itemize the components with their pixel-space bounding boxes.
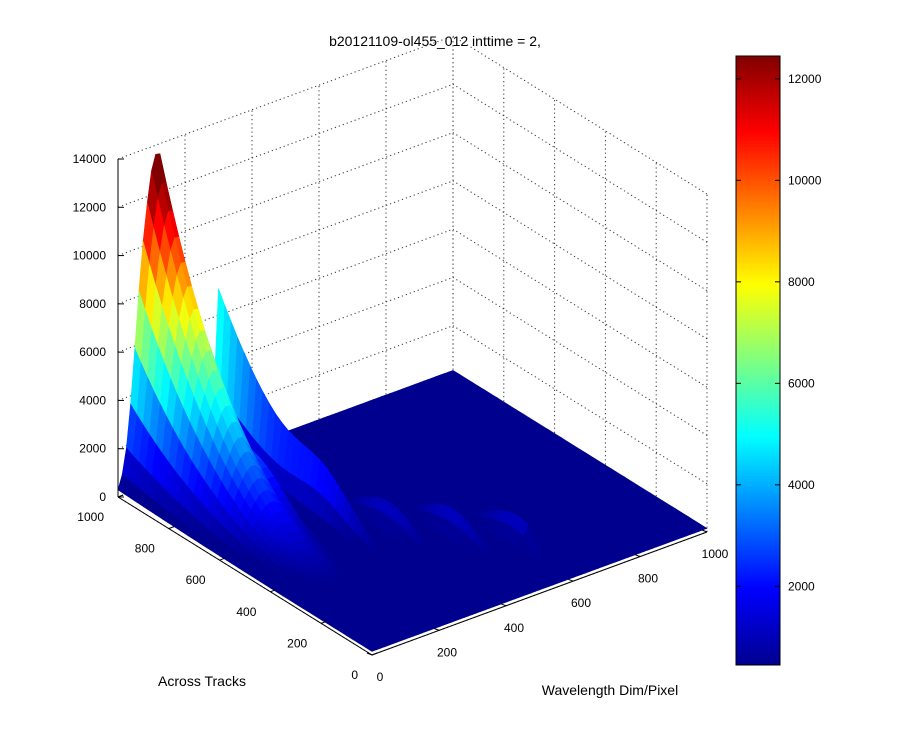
x-tick	[567, 578, 574, 582]
y-axis-line	[117, 496, 373, 656]
grid-line	[452, 132, 708, 291]
x-tick-label: 600	[571, 596, 591, 610]
y-tick	[168, 526, 174, 530]
y-tick-label: 800	[135, 542, 155, 556]
y-tick-label: 0	[351, 668, 358, 682]
y-tick-label: 1000	[77, 510, 104, 524]
z-tick-label: 2000	[79, 442, 106, 456]
grid-line	[117, 35, 454, 160]
chart-title: b20121109-ol455_012 inttime = 2,	[329, 33, 541, 49]
x-tick-label: 0	[377, 670, 384, 684]
surface-mesh	[117, 153, 708, 652]
grid-line	[452, 228, 708, 388]
z-tick-label: 4000	[79, 393, 106, 407]
x-tick	[433, 627, 440, 631]
surface-patch	[364, 645, 377, 652]
z-tick-label: 14000	[73, 152, 107, 166]
x-tick-label: 200	[437, 645, 457, 659]
z-tick-label: 10000	[73, 249, 107, 263]
y-tick-label: 400	[236, 605, 256, 619]
colorbar-gradient	[735, 55, 781, 666]
x-tick-label: 800	[638, 572, 658, 586]
z-tick-label: 8000	[79, 297, 106, 311]
x-tick	[366, 652, 373, 656]
colorbar-ticks: 2000 4000 6000 8000 10000 12000	[736, 72, 822, 593]
colorbar-tick-label: 10000	[788, 173, 822, 187]
y-tick	[117, 494, 124, 498]
colorbar-tick-label: 6000	[788, 376, 815, 390]
colorbar: 2000 4000 6000 8000 10000 12000	[735, 55, 822, 666]
grid-line	[452, 180, 708, 340]
y-axis-label: Across Tracks	[158, 673, 246, 689]
z-tick-label: 12000	[73, 200, 107, 214]
y-tick	[270, 589, 276, 593]
y-tick	[321, 620, 327, 624]
x-axis-label: Wavelength Dim/Pixel	[542, 682, 678, 698]
y-tick-label: 200	[287, 636, 307, 650]
x-tick	[701, 529, 708, 533]
grid-line	[452, 83, 708, 243]
colorbar-tick-label: 8000	[788, 275, 815, 289]
grid-line	[452, 35, 708, 195]
x-tick	[500, 603, 507, 607]
x-axis-line	[371, 531, 708, 656]
z-tick-label: 6000	[79, 345, 106, 359]
colorbar-tick-label: 12000	[788, 72, 822, 86]
y-tick	[219, 557, 225, 561]
grid-line	[117, 83, 454, 208]
axis-ticks: 0200040006000800010000120001400002004006…	[73, 152, 729, 684]
y-tick-label: 600	[186, 573, 206, 587]
x-tick-label: 1000	[702, 547, 729, 561]
z-tick-label: 0	[99, 490, 106, 504]
colorbar-tick-label: 2000	[788, 579, 815, 593]
x-tick-label: 400	[504, 621, 524, 635]
colorbar-tick-label: 4000	[788, 478, 815, 492]
x-tick	[634, 554, 641, 558]
